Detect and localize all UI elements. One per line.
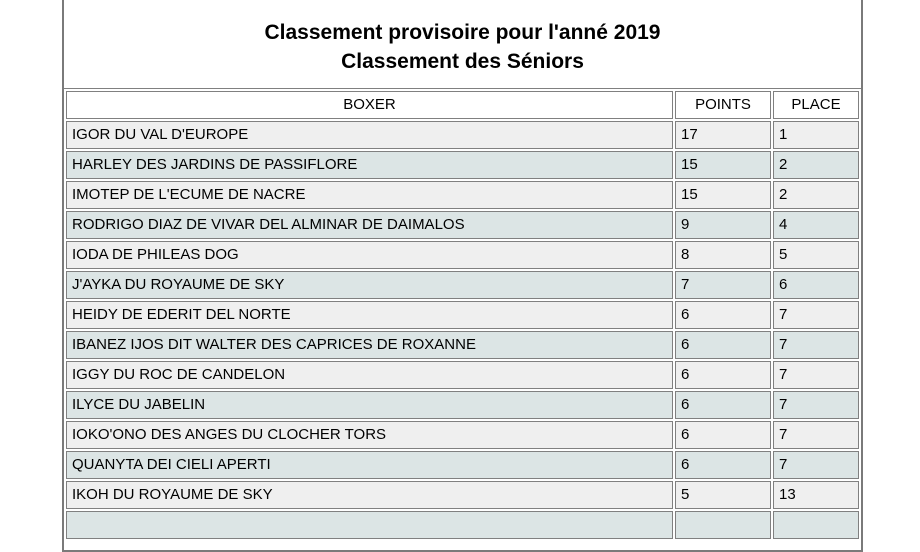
- table-row: QUANYTA DEI CIELI APERTI 6 7: [66, 451, 859, 479]
- cell-points: 6: [675, 331, 771, 359]
- cell-boxer: RODRIGO DIAZ DE VIVAR DEL ALMINAR DE DAI…: [66, 211, 673, 239]
- cell-place: 6: [773, 271, 859, 299]
- cell-points: 7: [675, 271, 771, 299]
- cell-place: [773, 511, 859, 539]
- ranking-panel: Classement provisoire pour l'anné 2019 C…: [62, 0, 863, 552]
- title-line-1: Classement provisoire pour l'anné 2019: [264, 21, 661, 44]
- cell-boxer: IGGY DU ROC DE CANDELON: [66, 361, 673, 389]
- cell-points: 6: [675, 391, 771, 419]
- table-row: HARLEY DES JARDINS DE PASSIFLORE 15 2: [66, 151, 859, 179]
- cell-place: 5: [773, 241, 859, 269]
- cell-place: 7: [773, 361, 859, 389]
- cell-boxer: IMOTEP DE L'ECUME DE NACRE: [66, 181, 673, 209]
- cell-place: 7: [773, 301, 859, 329]
- cell-place: 7: [773, 421, 859, 449]
- title-line-2: Classement des Séniors: [341, 50, 584, 73]
- table-row: IOKO'ONO DES ANGES DU CLOCHER TORS 6 7: [66, 421, 859, 449]
- table-body: IGOR DU VAL D'EUROPE 17 1 HARLEY DES JAR…: [66, 121, 859, 539]
- table-header-row: BOXER POINTS PLACE: [66, 91, 859, 119]
- table-row: IBANEZ IJOS DIT WALTER DES CAPRICES DE R…: [66, 331, 859, 359]
- cell-points: 6: [675, 301, 771, 329]
- cell-points: 15: [675, 181, 771, 209]
- cell-points: 9: [675, 211, 771, 239]
- ranking-table: BOXER POINTS PLACE IGOR DU VAL D'EUROPE …: [64, 89, 861, 541]
- cell-boxer: J'AYKA DU ROYAUME DE SKY: [66, 271, 673, 299]
- cell-boxer: IGOR DU VAL D'EUROPE: [66, 121, 673, 149]
- table-row: IKOH DU ROYAUME DE SKY 5 13: [66, 481, 859, 509]
- cell-boxer: [66, 511, 673, 539]
- cell-points: 6: [675, 361, 771, 389]
- table-row: J'AYKA DU ROYAUME DE SKY 7 6: [66, 271, 859, 299]
- cell-place: 4: [773, 211, 859, 239]
- cell-boxer: HEIDY DE EDERIT DEL NORTE: [66, 301, 673, 329]
- table-row: HEIDY DE EDERIT DEL NORTE 6 7: [66, 301, 859, 329]
- cell-points: 8: [675, 241, 771, 269]
- cell-boxer: QUANYTA DEI CIELI APERTI: [66, 451, 673, 479]
- table-row: IMOTEP DE L'ECUME DE NACRE 15 2: [66, 181, 859, 209]
- cell-points: 5: [675, 481, 771, 509]
- cell-place: 1: [773, 121, 859, 149]
- table-row: RODRIGO DIAZ DE VIVAR DEL ALMINAR DE DAI…: [66, 211, 859, 239]
- cell-boxer: IODA DE PHILEAS DOG: [66, 241, 673, 269]
- table-row: IGGY DU ROC DE CANDELON 6 7: [66, 361, 859, 389]
- cell-boxer: IBANEZ IJOS DIT WALTER DES CAPRICES DE R…: [66, 331, 673, 359]
- table-row: IGOR DU VAL D'EUROPE 17 1: [66, 121, 859, 149]
- column-header-boxer: BOXER: [66, 91, 673, 119]
- cell-place: 7: [773, 331, 859, 359]
- cell-points: [675, 511, 771, 539]
- cell-points: 6: [675, 451, 771, 479]
- column-header-place: PLACE: [773, 91, 859, 119]
- cell-boxer: ILYCE DU JABELIN: [66, 391, 673, 419]
- cell-points: 17: [675, 121, 771, 149]
- table-row: IODA DE PHILEAS DOG 8 5: [66, 241, 859, 269]
- page-title: Classement provisoire pour l'anné 2019 C…: [64, 0, 861, 89]
- cell-points: 6: [675, 421, 771, 449]
- cell-place: 2: [773, 151, 859, 179]
- cell-place: 13: [773, 481, 859, 509]
- cell-place: 7: [773, 451, 859, 479]
- column-header-points: POINTS: [675, 91, 771, 119]
- cell-boxer: IKOH DU ROYAUME DE SKY: [66, 481, 673, 509]
- cell-boxer: IOKO'ONO DES ANGES DU CLOCHER TORS: [66, 421, 673, 449]
- table-row: [66, 511, 859, 539]
- cell-place: 2: [773, 181, 859, 209]
- cell-place: 7: [773, 391, 859, 419]
- cell-points: 15: [675, 151, 771, 179]
- table-row: ILYCE DU JABELIN 6 7: [66, 391, 859, 419]
- cell-boxer: HARLEY DES JARDINS DE PASSIFLORE: [66, 151, 673, 179]
